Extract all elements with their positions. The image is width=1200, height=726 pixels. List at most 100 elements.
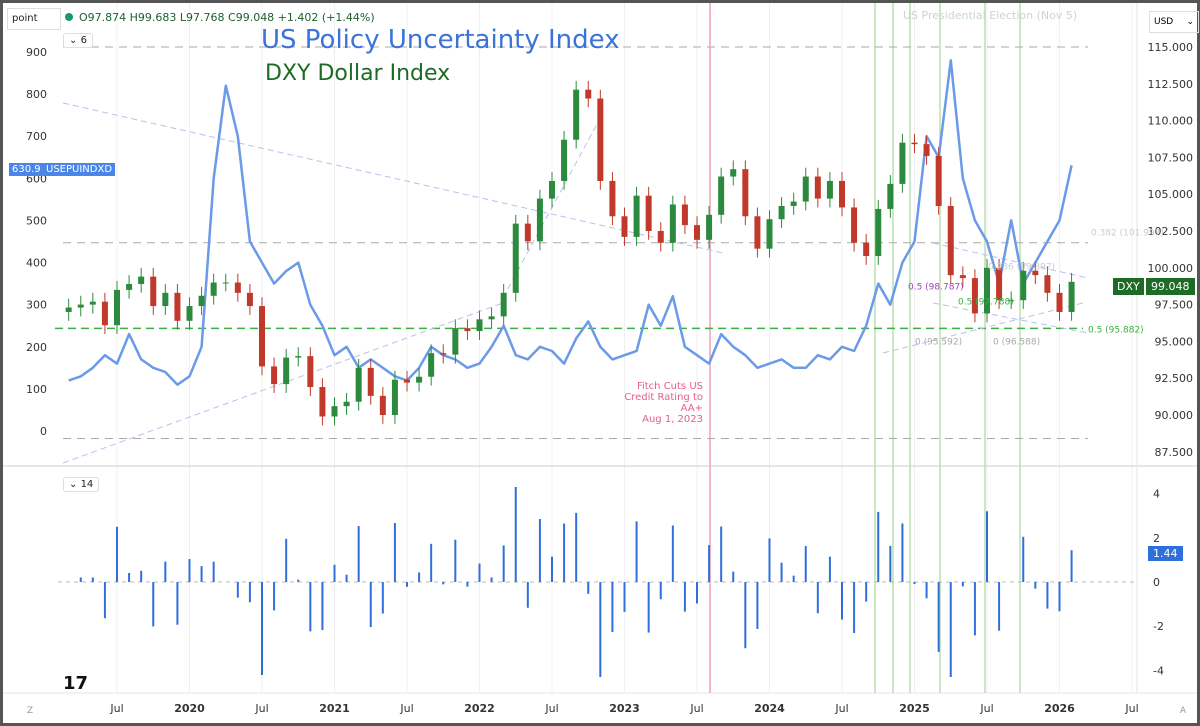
time-axis-label: 2024 — [754, 702, 785, 715]
candle-body — [1008, 300, 1015, 302]
lower-axis-tick: -4 — [1153, 664, 1164, 677]
candle-body — [1056, 292, 1063, 312]
candle-body — [77, 304, 84, 308]
left-axis-tick: 700 — [26, 130, 47, 143]
right-axis-tick: 87.500 — [1155, 446, 1194, 459]
candle-body — [101, 301, 108, 326]
candle-body — [718, 176, 725, 215]
time-axis-label: 2022 — [464, 702, 495, 715]
time-axis-label: Jul — [109, 702, 123, 715]
right-axis-tick: 110.000 — [1148, 115, 1194, 128]
trend-line — [932, 302, 1089, 334]
candle-body — [536, 198, 543, 242]
candle-body — [126, 283, 133, 290]
candle-body — [790, 201, 797, 206]
time-axis-label: Jul — [544, 702, 558, 715]
chevron-down-icon: ⌄ — [1186, 17, 1194, 27]
ohlc-legend: O97.874 H99.683 L97.768 C99.048 +1.402 (… — [65, 11, 375, 24]
candle-body — [1044, 275, 1051, 293]
trend-line — [502, 112, 604, 299]
time-axis-label: 2023 — [609, 702, 640, 715]
candle-body — [839, 180, 845, 208]
candle-body — [706, 214, 713, 240]
candle-body — [174, 292, 181, 321]
candle-body — [391, 379, 398, 415]
candle-body — [307, 356, 314, 388]
fib-label: 0.5 (95.882) — [1088, 325, 1144, 335]
symbol-input[interactable]: point — [7, 8, 61, 30]
candle-body — [669, 204, 676, 243]
candle-body — [65, 307, 72, 312]
candle-body — [283, 357, 290, 385]
epu-value: 630.9 — [12, 164, 41, 175]
candle-body — [259, 306, 265, 367]
candle-body — [730, 169, 737, 177]
time-axis-label: Jul — [399, 702, 413, 715]
fib-label: 0.382 (101.997) — [1091, 228, 1164, 238]
right-axis-tick: 95.000 — [1155, 335, 1194, 348]
candle-body — [271, 366, 278, 385]
lower-collapse-button[interactable]: ⌄ 14 — [63, 477, 100, 492]
currency-label: USD — [1154, 17, 1174, 27]
tradingview-logo: 17 — [63, 673, 89, 694]
candle-body — [947, 205, 954, 276]
candle-body — [246, 292, 253, 307]
right-axis-tick: 115.000 — [1148, 41, 1194, 54]
time-axis-label: 2021 — [319, 702, 350, 715]
candle-body — [549, 180, 555, 199]
candle-body — [404, 379, 410, 383]
auto-scale-button[interactable]: A — [1180, 706, 1187, 716]
candle-body — [367, 367, 374, 396]
time-axis-label: 2020 — [174, 702, 205, 715]
time-axis-label: Jul — [689, 702, 703, 715]
candle-body — [1032, 270, 1039, 276]
candle-body — [633, 195, 640, 237]
candle-body — [875, 208, 882, 257]
zoom-reset-button[interactable]: Z — [27, 706, 33, 716]
candle-body — [222, 282, 229, 284]
candle-body — [1068, 281, 1075, 312]
fib-label: 0 (96.588) — [993, 338, 1040, 348]
candle-body — [923, 144, 930, 156]
candle-body — [742, 169, 749, 217]
candle-body — [814, 176, 821, 199]
candle-body — [186, 306, 193, 321]
candle-body — [863, 242, 870, 257]
election-label: US Presidential Election (Nov 5) — [903, 9, 1078, 22]
candle-body — [428, 353, 435, 377]
fitch-line-3: Aug 1, 2023 — [642, 414, 703, 425]
candle-body — [524, 223, 531, 242]
candle-body — [935, 155, 942, 206]
fib-label: 0.5 (97.788) — [958, 297, 1014, 307]
fib-label: 0 (95.592) — [915, 338, 962, 348]
candle-body — [887, 183, 894, 209]
time-axis-label: Jul — [979, 702, 993, 715]
candle-body — [476, 319, 483, 332]
lower-axis-tick: 0 — [1153, 576, 1160, 589]
candle-body — [681, 204, 688, 226]
right-axis-tick: 90.000 — [1155, 409, 1194, 422]
left-axis-tick: 100 — [26, 383, 47, 396]
candle-body — [416, 376, 423, 383]
candle-body — [621, 216, 628, 237]
title-policy-uncertainty: US Policy Uncertainty Index — [261, 25, 620, 55]
fib-label: 0.236 (99.397) — [988, 262, 1055, 272]
candle-body — [319, 387, 326, 417]
chart-canvas[interactable]: 9008007006005004003002001000115.000112.5… — [3, 3, 1197, 723]
candle-body — [561, 139, 568, 181]
lower-axis-tick: 4 — [1153, 488, 1160, 501]
lower-collapse-count: 14 — [80, 479, 94, 490]
candle-body — [89, 301, 96, 305]
candle-body — [210, 282, 217, 296]
left-axis-tick: 800 — [26, 88, 47, 101]
candle-body — [971, 278, 978, 314]
candle-body — [379, 395, 386, 415]
candle-body — [996, 267, 1003, 301]
candle-body — [657, 231, 664, 243]
lower-axis-tick: 2 — [1153, 532, 1160, 545]
main-collapse-button[interactable]: ⌄ 6 — [63, 33, 93, 48]
candle-body — [234, 282, 241, 293]
candle-body — [150, 276, 157, 307]
currency-select[interactable]: USD ⌄ — [1149, 11, 1199, 33]
